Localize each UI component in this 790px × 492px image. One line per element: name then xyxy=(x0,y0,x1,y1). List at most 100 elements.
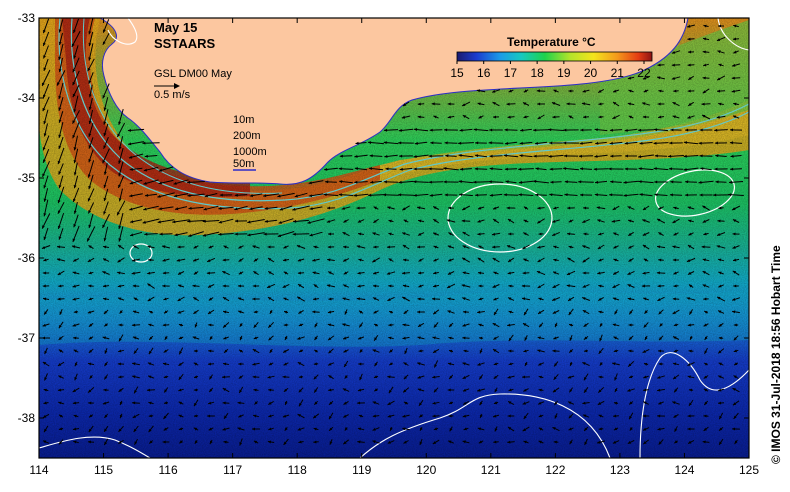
current-vector-arrow xyxy=(238,245,244,249)
current-vector-arrow xyxy=(673,232,679,236)
current-vector-arrow xyxy=(387,414,395,418)
current-vector-arrow xyxy=(672,218,680,224)
current-vector-arrow xyxy=(554,400,558,406)
current-vector-arrow xyxy=(58,349,64,353)
current-vector-arrow xyxy=(418,349,424,353)
current-vector-arrow xyxy=(267,296,275,302)
current-vector-arrow xyxy=(508,232,514,236)
current-vector-arrow xyxy=(308,180,324,185)
current-vector-arrow xyxy=(476,89,486,93)
current-vector-arrow xyxy=(628,323,634,327)
current-vector-arrow xyxy=(103,97,109,111)
current-vector-arrow xyxy=(342,258,350,262)
current-vector-arrow xyxy=(42,149,50,163)
current-vector-arrow xyxy=(508,349,514,353)
current-vector-arrow xyxy=(518,167,534,171)
current-vector-arrow xyxy=(732,387,740,393)
plot-frame xyxy=(38,17,750,459)
current-vector-arrow xyxy=(568,323,574,327)
current-vector-arrow xyxy=(102,83,110,99)
current-vector-arrow xyxy=(327,335,335,341)
current-vector-arrow xyxy=(223,412,229,420)
lat-tick-label: -38 xyxy=(18,411,36,425)
current-vector-arrow xyxy=(718,24,724,28)
current-vector-arrow xyxy=(462,400,470,406)
current-vector-arrow xyxy=(208,349,214,353)
current-vector-arrow xyxy=(668,154,684,158)
current-vector-arrow xyxy=(567,206,575,210)
current-vector-arrow xyxy=(554,413,558,419)
velocity-scale-arrow-icon xyxy=(154,83,180,89)
current-vector-arrow xyxy=(702,440,710,444)
current-vector-arrow xyxy=(506,245,516,249)
current-vector-arrow xyxy=(73,349,79,353)
current-vector-arrow xyxy=(148,401,154,405)
current-vector-arrow xyxy=(598,375,604,379)
current-vector-arrow xyxy=(386,271,396,275)
current-vector-arrow xyxy=(402,296,410,302)
current-vector-arrow xyxy=(672,245,680,249)
current-vector-arrow xyxy=(339,154,353,158)
current-vector-arrow xyxy=(71,30,81,48)
current-vector-arrow xyxy=(247,232,265,237)
current-vector-arrow xyxy=(503,154,519,158)
current-vector-arrow xyxy=(612,101,620,107)
lat-tick-label: -35 xyxy=(18,171,36,185)
current-vector-arrow xyxy=(613,427,619,431)
current-vector-arrow xyxy=(657,296,665,302)
current-vector-arrow xyxy=(687,361,695,367)
current-vector-arrow xyxy=(418,414,424,418)
current-vector-arrow xyxy=(702,63,710,67)
current-vector-arrow xyxy=(144,232,158,236)
current-vector-arrow xyxy=(298,375,304,379)
current-vector-arrow xyxy=(642,244,650,250)
current-vector-arrow xyxy=(685,128,697,132)
current-vector-arrow xyxy=(639,141,653,145)
current-vector-arrow xyxy=(202,231,220,237)
current-vector-arrow xyxy=(732,310,740,314)
current-vector-arrow xyxy=(673,413,679,419)
current-vector-arrow xyxy=(293,219,309,223)
current-vector-arrow xyxy=(582,245,590,249)
current-vector-arrow xyxy=(537,218,545,224)
current-vector-arrow xyxy=(102,32,110,46)
current-vector-arrow xyxy=(58,111,64,123)
current-vector-arrow xyxy=(73,162,78,176)
current-vector-arrow xyxy=(117,349,125,353)
current-vector-arrow xyxy=(358,414,364,418)
current-vector-arrow xyxy=(58,43,64,61)
current-vector-arrow xyxy=(43,227,49,241)
current-vector-arrow xyxy=(328,232,334,236)
current-vector-arrow xyxy=(612,205,620,211)
current-vector-arrow xyxy=(402,427,410,431)
current-vector-arrow xyxy=(733,349,739,353)
current-vector-arrow xyxy=(673,284,679,288)
current-vector-arrow xyxy=(313,400,319,406)
current-vector-arrow xyxy=(428,167,444,171)
current-vector-arrow xyxy=(162,440,170,444)
current-vector-arrow xyxy=(419,426,423,432)
current-vector-arrow xyxy=(179,440,183,444)
current-vector-arrow xyxy=(519,154,533,158)
current-vector-arrow xyxy=(58,82,64,100)
current-vector-arrow xyxy=(716,296,726,302)
current-vector-arrow xyxy=(627,206,635,210)
current-vector-arrow xyxy=(702,270,710,276)
current-vector-arrow xyxy=(338,167,354,171)
current-vector-arrow xyxy=(730,167,742,171)
current-vector-arrow xyxy=(283,297,289,301)
current-vector-arrow xyxy=(492,115,500,119)
current-vector-arrow xyxy=(535,167,547,171)
current-vector-arrow xyxy=(489,193,503,197)
current-vector-arrow xyxy=(658,362,664,366)
current-vector-arrow xyxy=(613,336,619,340)
current-vector-arrow xyxy=(87,440,95,444)
current-vector-arrow xyxy=(388,323,394,327)
current-vector-arrow xyxy=(234,193,248,197)
colorbar-tick-label: 21 xyxy=(611,66,625,80)
current-vector-arrow xyxy=(643,297,649,301)
current-vector-arrow xyxy=(268,362,274,366)
current-vector-arrow xyxy=(118,147,124,165)
current-vector-arrow xyxy=(292,205,310,211)
current-vector-arrow xyxy=(87,257,95,263)
